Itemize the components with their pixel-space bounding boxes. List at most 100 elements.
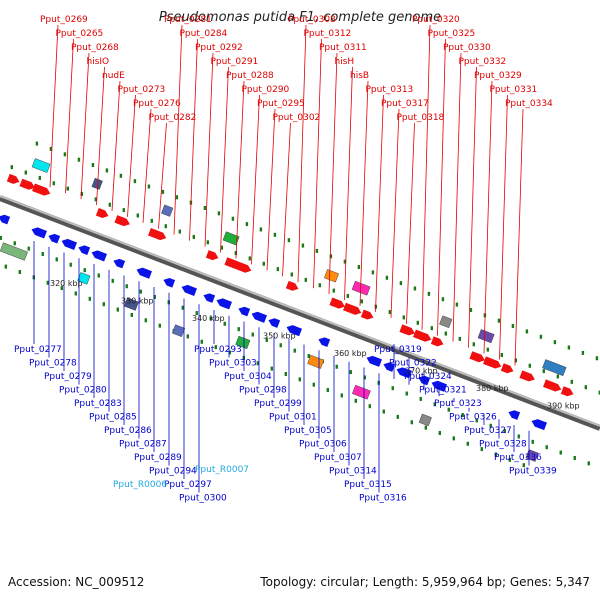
gene-box xyxy=(161,204,174,217)
gene-label: Pput_0284 xyxy=(180,29,228,39)
track-tick xyxy=(559,450,562,455)
track-tick xyxy=(259,227,263,232)
reverse-gene-arrow xyxy=(318,337,331,348)
track-tick xyxy=(430,326,434,331)
track-tick xyxy=(531,439,534,444)
track-tick xyxy=(178,229,182,234)
leader-line xyxy=(158,122,167,229)
track-tick xyxy=(122,208,126,213)
gene-label: Pput_0292 xyxy=(195,43,243,53)
reverse-gene-arrow xyxy=(163,277,176,288)
gene-label: Pput_0316 xyxy=(359,494,407,504)
track-tick xyxy=(237,327,240,332)
track-tick xyxy=(10,165,14,170)
track-tick xyxy=(329,254,333,259)
track-tick xyxy=(290,272,294,277)
reverse-gene-arrow xyxy=(0,214,11,225)
gene-label: Pput_0302 xyxy=(273,113,321,123)
track-tick xyxy=(251,332,254,337)
gene-label: Pput_0314 xyxy=(329,467,377,477)
track-tick xyxy=(343,259,347,264)
track-tick xyxy=(144,318,148,323)
track-tick xyxy=(461,413,464,418)
forward-gene-arrow xyxy=(148,227,167,241)
gene-label: Pput_0297 xyxy=(164,480,212,490)
gene-label: Pput_0282 xyxy=(149,113,197,123)
reverse-gene-arrow xyxy=(286,325,302,337)
scale-label: 380 kbp xyxy=(476,384,509,393)
rna-label: Pput_R0006 xyxy=(113,480,167,490)
track-tick xyxy=(315,248,319,253)
track-tick xyxy=(256,361,260,366)
genome-summary-text: Topology: circular; Length: 5,959,964 bp… xyxy=(260,575,590,589)
track-tick xyxy=(18,270,22,275)
track-tick xyxy=(584,385,588,390)
scale-labels: 320 kbp 330 kbp 340 kbp 350 kbp 360 kbp 370 k… xyxy=(50,279,580,411)
leader-line xyxy=(421,24,431,330)
gene-box xyxy=(222,231,240,246)
gene-label: Pput_0273 xyxy=(118,85,166,95)
track-tick xyxy=(298,377,302,382)
track-tick xyxy=(525,329,529,334)
gene-label: Pput_0290 xyxy=(242,85,290,95)
track-tick xyxy=(66,186,70,191)
track-tick xyxy=(228,350,232,355)
reverse-gene-arrow xyxy=(203,293,216,303)
genome-title: Pseudomonas putida F1, complete genome xyxy=(158,10,442,25)
track-tick xyxy=(52,181,56,186)
track-tick xyxy=(214,345,218,350)
leader-line xyxy=(406,122,415,324)
leader-line xyxy=(313,38,322,289)
track-tick xyxy=(203,205,207,210)
rna-label: Pput_R0007 xyxy=(195,465,249,475)
track-tick xyxy=(349,370,352,375)
gene-label: Pput_0313 xyxy=(366,85,414,95)
gene-box xyxy=(171,324,186,337)
gene-label: Pput_0324 xyxy=(404,372,452,382)
track-tick xyxy=(573,455,576,460)
track-tick xyxy=(441,297,445,302)
track-tick xyxy=(360,299,364,304)
track-tick xyxy=(410,420,414,425)
scale-label: 360 kbp xyxy=(334,349,367,358)
gene-labels: Pput_0269 Pput_0265 Pput_0268 hisIO nudE Pput… xyxy=(14,15,557,504)
track-tick xyxy=(136,213,140,218)
track-tick xyxy=(371,270,375,275)
track-tick xyxy=(424,425,428,430)
reverse-gene-arrow xyxy=(91,250,107,262)
forward-gene-arrow xyxy=(285,280,299,291)
track-tick xyxy=(368,404,372,409)
track-tick xyxy=(494,452,498,457)
track-tick xyxy=(587,461,590,466)
gene-label: Pput_0317 xyxy=(381,99,429,109)
leader-line xyxy=(111,80,121,211)
gene-label: Pput_0325 xyxy=(428,29,476,39)
track-tick xyxy=(209,316,212,321)
track-tick xyxy=(217,211,221,216)
leader-line xyxy=(468,66,477,348)
track-tick xyxy=(38,175,42,180)
track-tick xyxy=(567,345,571,350)
leader-line xyxy=(514,108,524,366)
leader-line xyxy=(437,38,446,336)
gene-label: Pput_0320 xyxy=(412,15,460,25)
track-tick xyxy=(200,339,204,344)
forward-gene-arrow xyxy=(233,260,252,273)
gene-label: Pput_0277 xyxy=(14,345,62,355)
leader-line xyxy=(266,108,276,271)
track-tick xyxy=(223,321,226,326)
track-tick xyxy=(469,307,473,312)
gene-label: Pput_0339 xyxy=(509,467,557,477)
track-tick xyxy=(318,283,322,288)
track-tick xyxy=(489,423,492,428)
track-tick xyxy=(234,251,238,256)
gene-label: Pput_0305 xyxy=(284,426,332,436)
forward-gene-arrow xyxy=(329,297,345,309)
gene-label: Pput_0306 xyxy=(299,440,347,450)
track-tick xyxy=(528,363,532,368)
reverse-gene-arrow xyxy=(396,367,412,379)
forward-gene-arrow xyxy=(343,302,362,315)
track-tick xyxy=(472,342,476,347)
forward-gene-arrow xyxy=(483,356,502,369)
forward-gene-arrow xyxy=(6,173,20,184)
